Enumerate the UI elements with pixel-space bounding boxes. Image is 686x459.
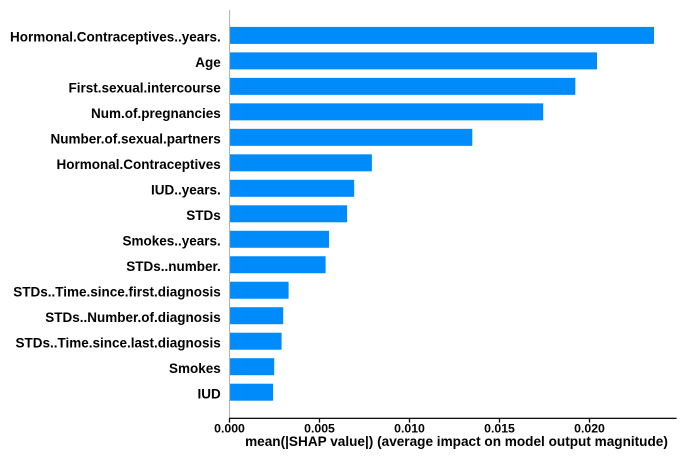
svg-text:Hormonal.Contraceptives: Hormonal.Contraceptives [57,157,221,172]
svg-text:STDs..Time.since.last.diagnosi: STDs..Time.since.last.diagnosis [15,335,220,350]
svg-text:0.005: 0.005 [304,422,335,436]
svg-text:IUD..years.: IUD..years. [151,182,221,197]
svg-text:First.sexual.intercourse: First.sexual.intercourse [68,80,221,95]
svg-text:0.000: 0.000 [214,422,245,436]
svg-text:Smokes..years.: Smokes..years. [122,233,220,248]
svg-text:0.020: 0.020 [574,422,605,436]
svg-text:STDs..number.: STDs..number. [126,259,221,274]
svg-text:Number.of.sexual.partners: Number.of.sexual.partners [50,131,220,146]
svg-text:0.015: 0.015 [484,422,515,436]
svg-text:STDs: STDs [186,208,221,223]
svg-text:STDs..Number.of.diagnosis: STDs..Number.of.diagnosis [45,310,221,325]
svg-text:IUD: IUD [198,386,222,401]
svg-text:Hormonal.Contraceptives..years: Hormonal.Contraceptives..years. [10,30,221,45]
svg-text:Num.of.pregnancies: Num.of.pregnancies [91,106,221,121]
svg-text:Age: Age [195,55,221,70]
svg-text:mean(|SHAP value|) (average im: mean(|SHAP value|) (average impact on mo… [245,434,668,449]
svg-text:STDs..Time.since.first.diagnos: STDs..Time.since.first.diagnosis [13,284,221,299]
svg-text:0.010: 0.010 [394,422,425,436]
svg-text:Smokes: Smokes [169,361,221,376]
